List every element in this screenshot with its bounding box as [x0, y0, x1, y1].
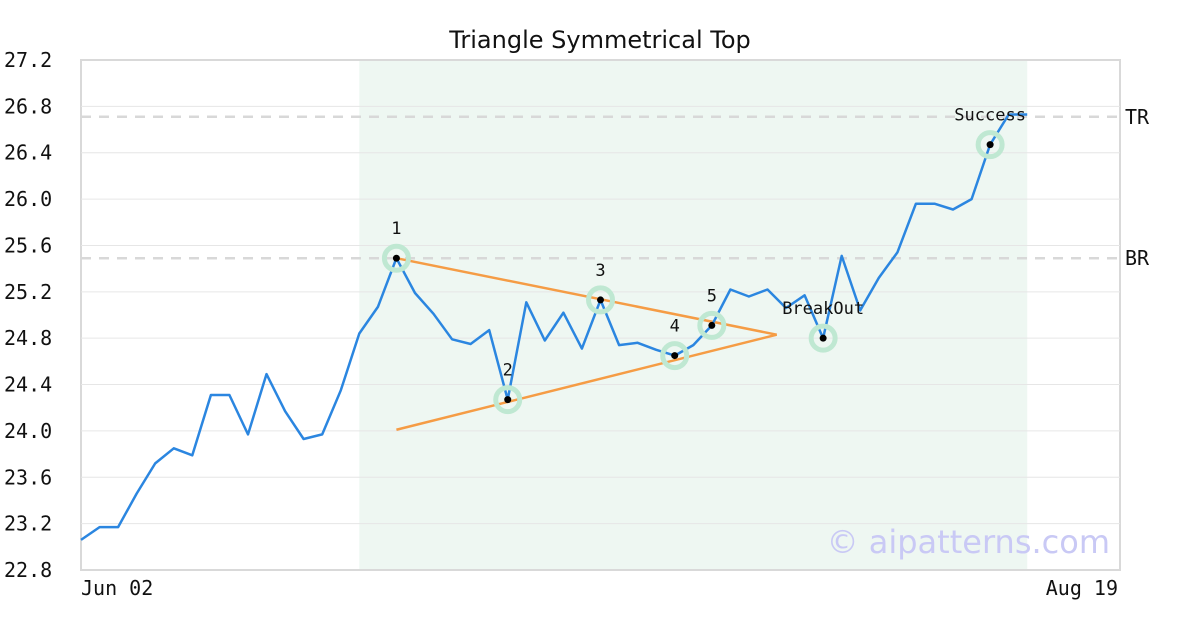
marker-dot	[671, 352, 679, 360]
point-label: 3	[595, 261, 605, 281]
watermark: © aipatterns.com	[827, 523, 1110, 561]
reference-label-br: BR	[1125, 246, 1150, 270]
y-tick-label: 22.8	[4, 558, 52, 582]
marker-halo	[586, 285, 615, 315]
marker-dot	[392, 254, 400, 262]
pattern-region	[359, 61, 1028, 569]
marker-halo	[493, 385, 523, 415]
marker-dot	[597, 296, 604, 304]
y-tick-label: 25.2	[4, 280, 52, 304]
marker-dot	[708, 321, 716, 329]
x-tick-label-last: Aug 19	[1046, 576, 1118, 600]
marker-halo	[381, 243, 411, 273]
y-tick-label: 23.2	[4, 512, 52, 536]
point-label: 4	[670, 317, 680, 337]
series-line	[80, 113, 1028, 541]
y-tick-label: 26.8	[4, 94, 52, 118]
point-label: 1	[391, 219, 401, 239]
y-tick-label: 24.0	[4, 419, 52, 443]
marker-dot	[986, 141, 994, 149]
trend-line	[396, 333, 778, 431]
marker-dot	[504, 396, 512, 404]
y-tick-label: 27.2	[4, 48, 52, 72]
marker-halo	[975, 130, 1005, 160]
y-tick-label: 25.6	[4, 233, 52, 257]
point-label: 2	[503, 361, 513, 381]
y-tick-label: 26.4	[4, 141, 52, 165]
point-label: BreakOut	[782, 299, 864, 319]
y-tick-label: 23.6	[4, 465, 52, 489]
marker-dot	[819, 334, 827, 342]
reference-label-tr: TR	[1125, 105, 1150, 129]
point-label: Success	[954, 106, 1026, 126]
y-tick-label: 24.8	[4, 326, 52, 350]
y-tick-label: 26.0	[4, 187, 52, 211]
x-tick-label-first: Jun 02	[81, 576, 153, 600]
marker-halo	[697, 310, 727, 340]
y-tick-label: 24.4	[4, 373, 52, 397]
point-label: 5	[707, 286, 717, 306]
plot-frame	[80, 59, 1121, 571]
marker-halo	[808, 323, 838, 353]
marker-halo	[660, 341, 690, 371]
chart-title: Triangle Symmetrical Top	[448, 26, 751, 54]
